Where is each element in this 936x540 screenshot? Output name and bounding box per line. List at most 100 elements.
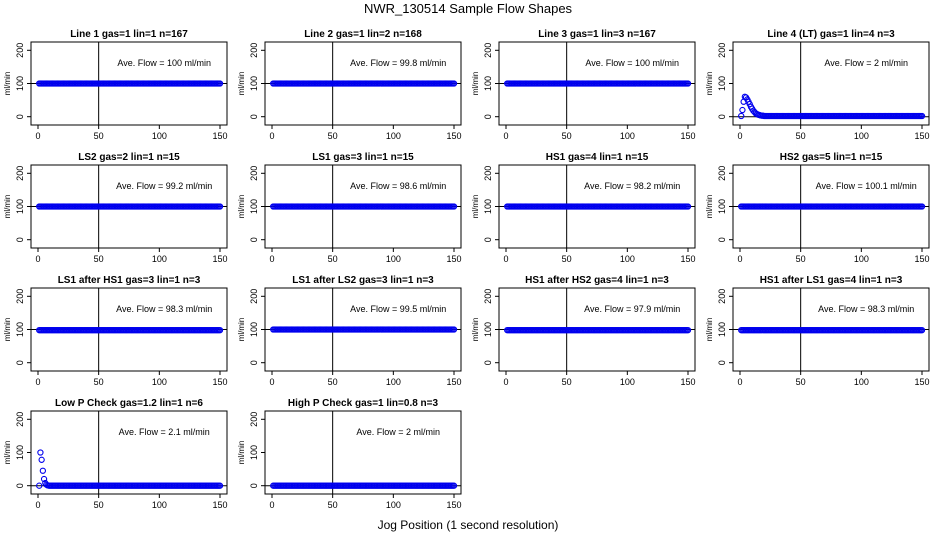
panel-title: HS2 gas=5 lin=1 n=15 bbox=[780, 152, 883, 163]
y-tick-label: 100 bbox=[717, 322, 727, 337]
y-tick-label: 100 bbox=[249, 199, 259, 214]
panel-title: High P Check gas=1 lin=0.8 n=3 bbox=[288, 398, 439, 409]
panel-title: Line 4 (LT) gas=1 lin=4 n=3 bbox=[767, 29, 895, 40]
chart-panel: LS1 after HS1 gas=3 lin=1 n=3 0 100 200 ml/m… bbox=[3, 275, 228, 387]
x-tick-label: 100 bbox=[386, 254, 401, 264]
y-tick-label: 200 bbox=[483, 289, 493, 304]
x-tick-label: 100 bbox=[152, 377, 167, 387]
y-axis-label: ml/min bbox=[3, 195, 12, 219]
y-tick-label: 100 bbox=[249, 445, 259, 460]
x-tick-label: 100 bbox=[152, 500, 167, 510]
data-point bbox=[39, 467, 47, 474]
x-tick-label: 0 bbox=[269, 254, 274, 264]
average-flow-annotation: Ave. Flow = 100 ml/min bbox=[117, 58, 211, 68]
y-axis-label: ml/min bbox=[471, 195, 480, 219]
x-tick-label: 150 bbox=[446, 500, 461, 510]
y-tick-label: 0 bbox=[483, 360, 493, 365]
x-tick-label: 50 bbox=[94, 254, 104, 264]
x-tick-label: 50 bbox=[328, 500, 338, 510]
x-tick-label: 150 bbox=[446, 254, 461, 264]
x-tick-label: 50 bbox=[94, 500, 104, 510]
chart-panel: Line 4 (LT) gas=1 lin=4 n=3 0 100 200 ml/min… bbox=[705, 29, 930, 141]
y-tick-label: 0 bbox=[483, 237, 493, 242]
panel-title: LS1 after HS1 gas=3 lin=1 n=3 bbox=[58, 275, 201, 286]
data-point bbox=[216, 327, 224, 334]
y-tick-label: 200 bbox=[483, 43, 493, 58]
x-tick-label: 50 bbox=[328, 377, 338, 387]
y-axis-label: ml/min bbox=[3, 441, 12, 465]
x-tick-label: 0 bbox=[35, 131, 40, 141]
x-tick-label: 100 bbox=[386, 131, 401, 141]
average-flow-annotation: Ave. Flow = 99.5 ml/min bbox=[350, 304, 446, 314]
x-tick-label: 150 bbox=[212, 377, 227, 387]
x-tick-label: 50 bbox=[94, 377, 104, 387]
x-tick-label: 50 bbox=[562, 254, 572, 264]
average-flow-annotation: Ave. Flow = 98.3 ml/min bbox=[116, 304, 212, 314]
x-tick-label: 100 bbox=[854, 377, 869, 387]
chart-panel: Line 2 gas=1 lin=2 n=168 0 100 200 ml/min 0 50… bbox=[237, 29, 462, 141]
average-flow-annotation: Ave. Flow = 98.6 ml/min bbox=[350, 181, 446, 191]
data-point bbox=[216, 203, 224, 210]
y-tick-label: 100 bbox=[15, 76, 25, 91]
data-point bbox=[918, 327, 926, 334]
x-tick-label: 0 bbox=[503, 377, 508, 387]
chart-panel: LS2 gas=2 lin=1 n=15 0 100 200 ml/min 0 50 100 1… bbox=[3, 152, 228, 264]
x-tick-label: 100 bbox=[152, 254, 167, 264]
y-tick-label: 0 bbox=[249, 483, 259, 488]
data-point bbox=[450, 326, 458, 333]
data-point bbox=[684, 327, 692, 334]
average-flow-annotation: Ave. Flow = 99.2 ml/min bbox=[116, 181, 212, 191]
x-tick-label: 0 bbox=[737, 131, 742, 141]
y-axis-label: ml/min bbox=[3, 318, 12, 342]
chart-panel: Line 1 gas=1 lin=1 n=167 0 100 200 ml/min 0 50… bbox=[3, 29, 228, 141]
x-tick-label: 100 bbox=[386, 377, 401, 387]
x-tick-label: 100 bbox=[620, 254, 635, 264]
average-flow-annotation: Ave. Flow = 99.8 ml/min bbox=[350, 58, 446, 68]
x-tick-label: 0 bbox=[269, 131, 274, 141]
x-tick-label: 100 bbox=[854, 254, 869, 264]
y-tick-label: 200 bbox=[249, 412, 259, 427]
y-tick-label: 200 bbox=[717, 166, 727, 181]
data-point bbox=[216, 80, 224, 87]
plot-frame bbox=[264, 410, 462, 495]
y-tick-label: 100 bbox=[15, 322, 25, 337]
x-tick-label: 0 bbox=[737, 377, 742, 387]
y-tick-label: 0 bbox=[15, 114, 25, 119]
x-tick-label: 50 bbox=[796, 131, 806, 141]
x-tick-label: 50 bbox=[562, 377, 572, 387]
y-axis-label: ml/min bbox=[3, 72, 12, 96]
data-point bbox=[684, 80, 692, 87]
data-point bbox=[450, 203, 458, 210]
y-tick-label: 100 bbox=[15, 445, 25, 460]
x-tick-label: 150 bbox=[212, 131, 227, 141]
panel-title: HS1 gas=4 lin=1 n=15 bbox=[546, 152, 649, 163]
y-tick-label: 0 bbox=[249, 114, 259, 119]
y-tick-label: 0 bbox=[483, 114, 493, 119]
x-tick-label: 150 bbox=[914, 254, 929, 264]
x-tick-label: 150 bbox=[914, 377, 929, 387]
y-tick-label: 200 bbox=[249, 166, 259, 181]
x-tick-label: 100 bbox=[152, 131, 167, 141]
x-tick-label: 0 bbox=[35, 377, 40, 387]
page-x-axis-label: Jog Position (1 second resolution) bbox=[377, 518, 559, 532]
x-tick-label: 0 bbox=[269, 500, 274, 510]
y-tick-label: 200 bbox=[249, 43, 259, 58]
data-point bbox=[738, 112, 745, 120]
panel-title: LS2 gas=2 lin=1 n=15 bbox=[78, 152, 180, 163]
plot-frame bbox=[30, 410, 228, 495]
y-tick-label: 0 bbox=[15, 360, 25, 365]
y-tick-label: 0 bbox=[15, 237, 25, 242]
y-tick-label: 200 bbox=[15, 43, 25, 58]
x-tick-label: 50 bbox=[328, 131, 338, 141]
x-tick-label: 100 bbox=[854, 131, 869, 141]
x-tick-label: 0 bbox=[35, 254, 40, 264]
data-point bbox=[918, 112, 926, 120]
y-tick-label: 0 bbox=[15, 483, 25, 488]
y-axis-label: ml/min bbox=[705, 318, 714, 342]
data-point bbox=[450, 80, 458, 87]
y-tick-label: 200 bbox=[15, 412, 25, 427]
chart-panel: LS1 after LS2 gas=3 lin=1 n=3 0 100 200 ml/m… bbox=[237, 275, 462, 387]
x-tick-label: 100 bbox=[620, 131, 635, 141]
average-flow-annotation: Ave. Flow = 98.2 ml/min bbox=[584, 181, 680, 191]
